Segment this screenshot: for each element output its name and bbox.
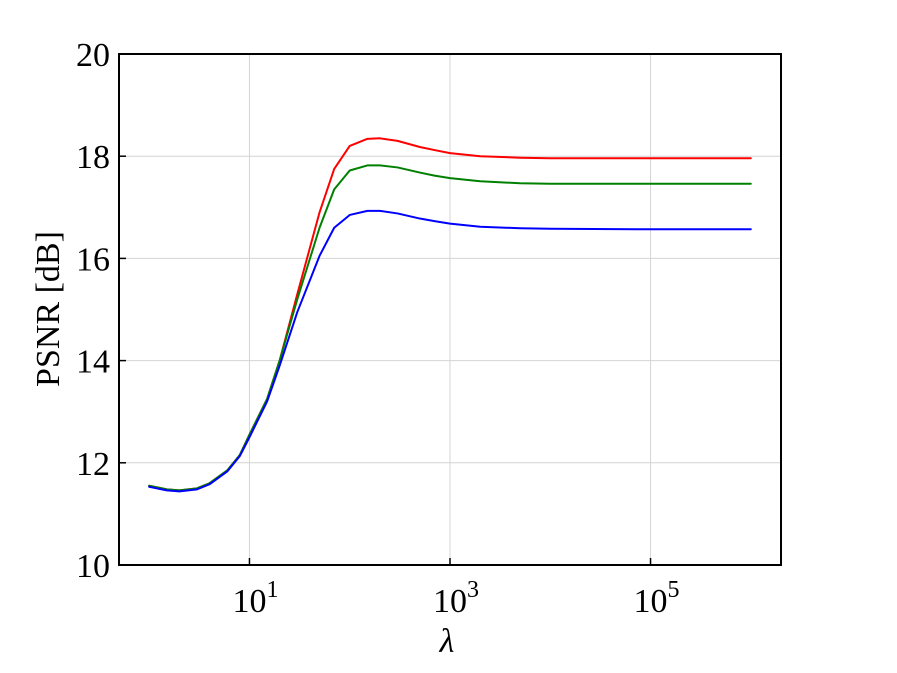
x-tick-base: 10 bbox=[634, 583, 668, 620]
y-tick-label: 10 bbox=[76, 548, 110, 585]
y-tick-label: 16 bbox=[76, 241, 110, 278]
x-tick-label: 101 bbox=[232, 577, 278, 620]
y-tick-label: 18 bbox=[76, 139, 110, 176]
x-tick-label: 105 bbox=[634, 577, 680, 620]
y-tick-label: 14 bbox=[76, 344, 110, 381]
grid-lines bbox=[119, 54, 781, 565]
axis-ticks bbox=[119, 53, 652, 566]
y-tick-label: 12 bbox=[76, 446, 110, 483]
x-tick-exponent: 1 bbox=[266, 577, 278, 603]
x-tick-exponent: 3 bbox=[467, 577, 479, 603]
series-lines bbox=[148, 137, 752, 493]
x-tick-label: 103 bbox=[433, 577, 479, 620]
y-axis-title: PSNR [dB] bbox=[30, 231, 67, 387]
x-tick-base: 10 bbox=[433, 583, 467, 620]
y-tick-labels: 10 12 14 16 18 20 bbox=[76, 37, 110, 585]
series-line-3 bbox=[148, 209, 752, 493]
x-tick-base: 10 bbox=[232, 583, 266, 620]
x-tick-exponent: 5 bbox=[668, 577, 680, 603]
y-tick-label: 20 bbox=[76, 37, 110, 74]
x-tick-labels: 101 103 105 bbox=[232, 577, 679, 620]
x-axis-title: λ bbox=[439, 623, 455, 660]
